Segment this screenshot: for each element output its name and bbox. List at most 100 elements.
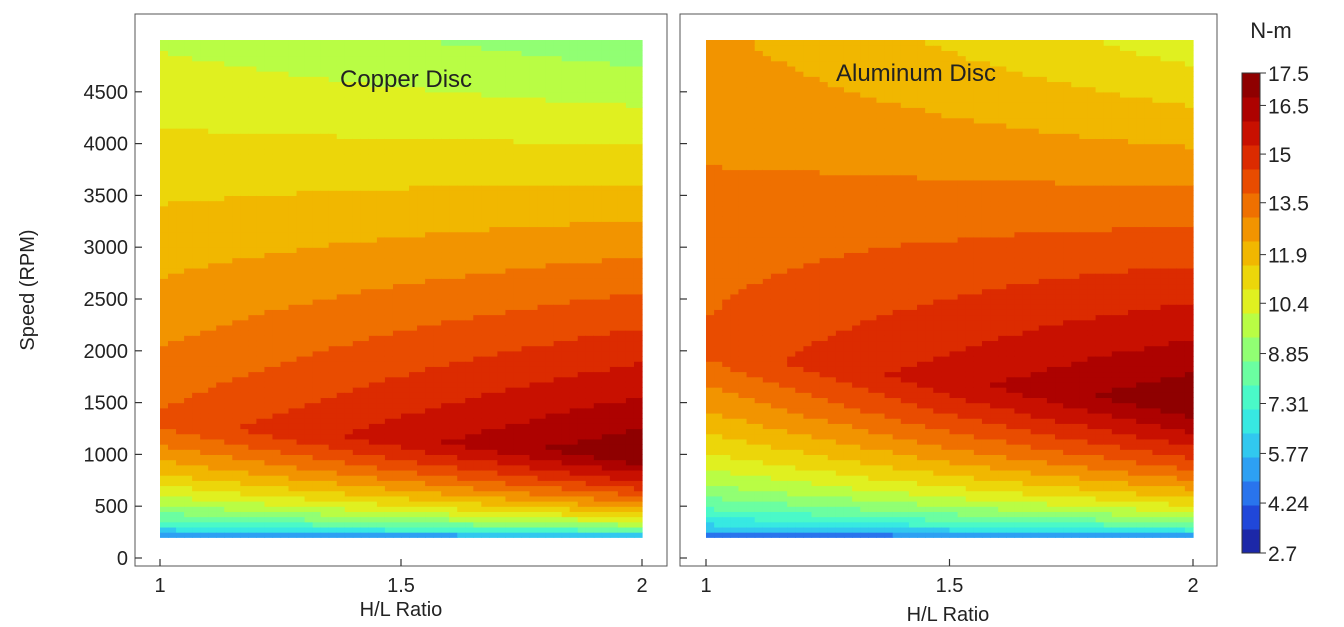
contour-cell — [232, 216, 241, 222]
contour-cell — [376, 412, 386, 419]
contour-cell — [320, 128, 330, 134]
contour-cell — [288, 231, 298, 238]
contour-cell — [224, 267, 233, 274]
contour-cell — [433, 50, 442, 57]
contour-cell — [417, 438, 426, 445]
contour-cell — [320, 506, 330, 512]
contour-cell — [296, 55, 306, 62]
contour-cell — [425, 200, 434, 207]
contour-cell — [401, 480, 410, 487]
contour-cell — [312, 324, 322, 331]
contour-cell — [392, 190, 402, 196]
contour-cell — [200, 366, 209, 373]
contour-cell — [505, 86, 515, 93]
contour-cell — [392, 185, 402, 191]
contour-cell — [344, 122, 354, 129]
contour-cell — [208, 143, 217, 150]
contour-cell — [497, 366, 507, 373]
contour-cell — [401, 314, 410, 321]
contour-cell — [264, 459, 274, 466]
contour-cell — [545, 195, 555, 202]
contour-cell — [344, 314, 354, 321]
contour-cell — [208, 366, 217, 373]
contour-cell — [513, 221, 523, 228]
contour-cell — [216, 407, 225, 414]
contour-cell — [384, 128, 394, 134]
contour-cell — [352, 469, 362, 476]
contour-cell — [328, 267, 338, 274]
contour-cell — [200, 257, 209, 264]
contour-cell — [392, 464, 402, 471]
contour-cell — [208, 314, 217, 321]
contour-cell — [248, 205, 257, 212]
contour-cell — [505, 412, 515, 419]
contour-cell — [216, 50, 225, 57]
contour-cell — [256, 107, 266, 114]
contour-cell — [545, 428, 555, 435]
contour-cell — [392, 371, 402, 378]
contour-cell — [401, 174, 410, 181]
contour-cell — [184, 112, 193, 119]
contour-cell — [384, 516, 394, 523]
contour-cell — [561, 335, 571, 342]
contour-cell — [360, 371, 370, 378]
contour-cell — [352, 407, 362, 414]
contour-cell — [336, 216, 346, 222]
contour-cell — [344, 159, 354, 165]
contour-cell — [264, 96, 274, 103]
contour-cell — [409, 516, 418, 523]
contour-cell — [248, 392, 257, 399]
contour-cell — [312, 65, 322, 72]
contour-cell — [360, 407, 370, 414]
contour-cell — [481, 495, 490, 502]
contour-cell — [521, 242, 531, 248]
contour-cell — [441, 532, 450, 538]
contour-cell — [376, 392, 386, 399]
contour-cell — [288, 143, 298, 150]
contour-cell — [465, 428, 474, 435]
contour-cell — [368, 159, 378, 165]
contour-cell — [328, 526, 338, 533]
contour-cell — [304, 340, 314, 347]
contour-cell — [248, 490, 257, 497]
contour-cell — [240, 190, 249, 196]
contour-cell — [513, 454, 523, 461]
contour-cell — [441, 319, 450, 326]
contour-cell — [401, 324, 410, 331]
contour-cell — [441, 96, 450, 103]
contour-cell — [521, 319, 531, 326]
contour-cell — [392, 511, 402, 518]
contour-cell — [312, 350, 322, 357]
contour-cell — [384, 490, 394, 497]
contour-cell — [465, 381, 474, 388]
contour-cell — [200, 195, 209, 202]
contour-cell — [457, 231, 466, 238]
contour-cell — [513, 444, 523, 450]
contour-cell — [224, 433, 233, 440]
contour-cell — [368, 361, 378, 367]
contour-cell — [296, 236, 306, 243]
contour-cell — [569, 501, 579, 507]
contour-cell — [296, 330, 306, 336]
contour-cell — [272, 402, 282, 409]
contour-cell — [312, 469, 322, 476]
contour-cell — [392, 521, 402, 528]
contour-cell — [288, 418, 298, 424]
contour-cell — [208, 330, 217, 336]
contour-cell — [561, 407, 571, 414]
contour-cell — [352, 438, 362, 445]
contour-cell — [312, 387, 322, 393]
contour-cell — [441, 81, 450, 88]
contour-cell — [553, 319, 563, 326]
contour-cell — [433, 148, 442, 155]
contour-cell — [184, 86, 193, 93]
contour-cell — [200, 247, 209, 253]
contour-cell — [168, 148, 177, 155]
contour-cell — [505, 96, 515, 103]
contour-cell — [224, 174, 233, 181]
contour-cell — [256, 257, 266, 264]
contour-cell — [473, 252, 482, 259]
contour-cell — [296, 65, 306, 72]
contour-cell — [280, 459, 290, 466]
contour-cell — [360, 449, 370, 455]
